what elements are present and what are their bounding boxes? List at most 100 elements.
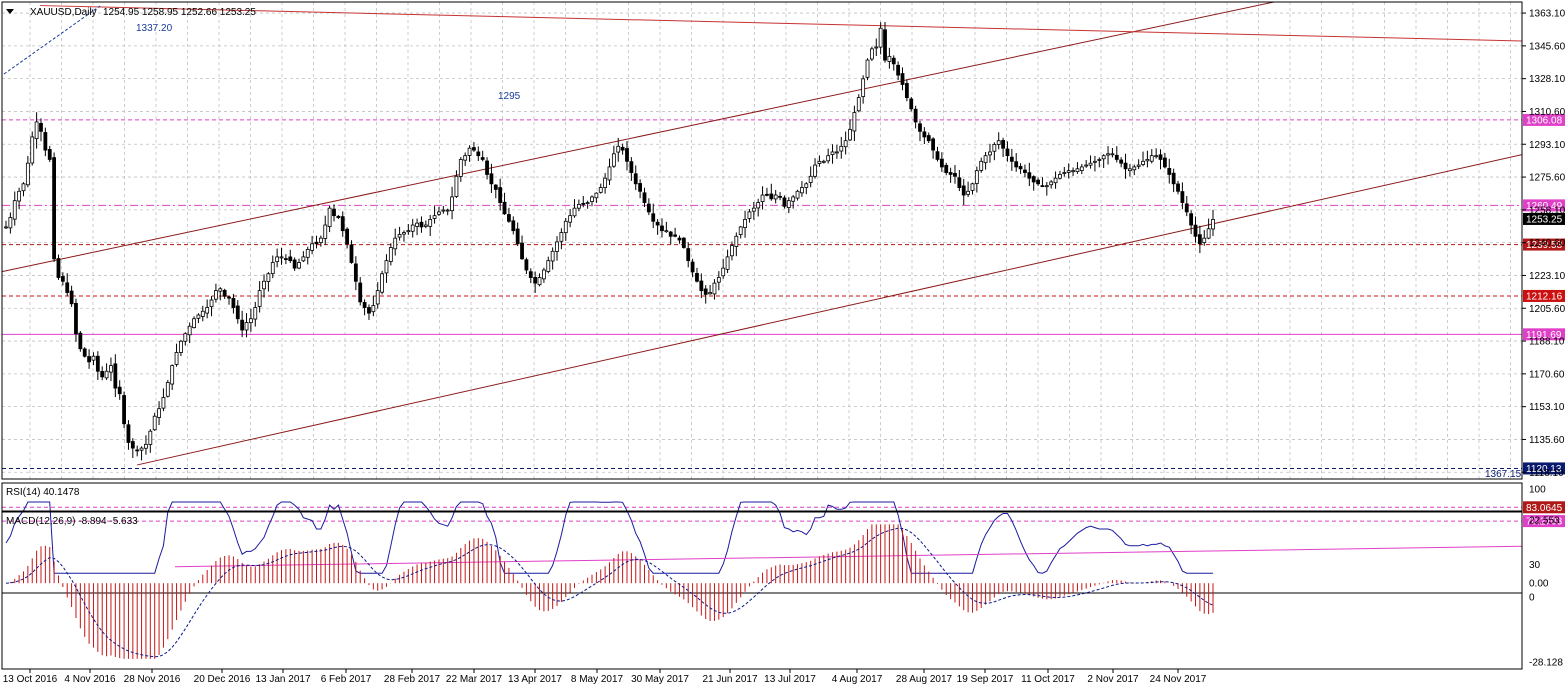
macd-tick: 22.553 [1529,516,1560,527]
candle-body [695,273,699,282]
panel-frame [1,511,1523,670]
candle-body [1123,162,1128,170]
candle-body [113,363,118,389]
rsi-trendline [174,545,1523,568]
candle-body [109,365,113,373]
rsi-level-label: 70.2703 [1526,517,1563,528]
candle-body [139,447,144,451]
candle-body [493,184,498,190]
candle-body [585,202,590,204]
candle-body [144,443,148,449]
candle-body [826,155,831,162]
candle-body [1044,185,1049,188]
candle-body [1062,172,1067,174]
candle-body [1001,140,1005,149]
candle-body [423,224,428,227]
candle-body [979,160,984,171]
candle-body [388,247,393,262]
candle-body [992,144,997,152]
price-levels: 1306.08 1260.49 1239.58 1212.16 1191.69 1120.… [2,113,1565,475]
candle-body [1189,213,1194,226]
candle-body [1049,181,1054,186]
candle-body [60,276,65,282]
lower-channel-line [137,154,1522,466]
candle-body [1009,156,1014,162]
candle-body [192,318,196,329]
y-tick-label: 1223.10 [1529,271,1565,282]
candle-body [607,166,612,181]
candle-body [1180,191,1185,203]
y-tick-label: 1363.10 [1529,9,1565,20]
candle-body [1027,172,1032,179]
candle-body [673,234,677,237]
candle-body [148,430,153,445]
price-level-label: 1191.69 [1526,330,1562,341]
candle-body [1058,174,1062,179]
candle-body [1167,168,1172,175]
candle-body [82,348,87,357]
y-tick-label: 1275.60 [1529,173,1565,184]
candle-body [257,290,262,307]
candle-body [1154,155,1159,158]
candle-body [843,140,848,148]
y-tick-label: 1258.10 [1529,205,1565,216]
candle-body [402,232,406,235]
candle-body [996,140,1001,145]
candle-body [336,215,341,218]
candle-body [668,231,673,237]
candle-body [34,121,39,140]
macd-tick: 0.00 [1529,579,1549,590]
y-tick-label: 1293.10 [1529,140,1565,151]
candle-body [87,356,91,363]
candle-body [904,83,909,98]
candle-body [100,371,105,378]
x-tick-label: 21 Jun 2017 [702,674,757,685]
candle-body [122,395,126,425]
candle-body [922,131,927,138]
candles [4,21,1215,461]
candle-body [39,122,43,132]
candle-body [1132,166,1137,171]
candle-body [1193,224,1198,237]
x-tick-label: 20 Dec 2016 [194,674,251,685]
candle-body [353,263,358,282]
candle-body [1206,228,1211,239]
candle-body [651,213,656,222]
candle-body [690,261,695,273]
candle-body [983,155,988,164]
candle-body [581,202,586,205]
candle-body [620,146,625,151]
candle-body [362,302,367,308]
candle-body [209,299,214,308]
annotation-1295: 1295 [498,91,521,102]
candle-body [472,147,476,151]
price-level-label: 1306.08 [1526,115,1563,126]
candle-body [1158,154,1163,160]
candle-body [616,145,621,153]
rsi-header: RSI(14) 40.1478 [6,487,80,498]
candle-body [117,386,122,395]
candle-body [458,159,463,177]
candle-body [130,441,135,449]
candle-body [743,219,747,229]
candle-body [738,226,743,235]
candle-body [900,73,905,85]
candle-body [1197,234,1202,245]
candle-body [288,256,293,262]
candle-body [305,249,310,258]
candle-body [56,258,61,278]
candle-body [8,217,13,229]
candle-body [406,230,411,233]
candle-body [262,280,266,290]
candle-body [183,333,188,342]
candle-body [830,151,835,156]
candle-body [542,269,546,280]
candle-body [174,352,179,365]
candle-body [756,202,761,209]
candle-body [253,307,258,320]
candle-body [1014,161,1019,168]
candle-body [170,365,175,385]
candle-body [47,149,52,160]
candle-body [957,177,962,188]
x-tick-label: 4 Aug 2017 [832,674,883,685]
